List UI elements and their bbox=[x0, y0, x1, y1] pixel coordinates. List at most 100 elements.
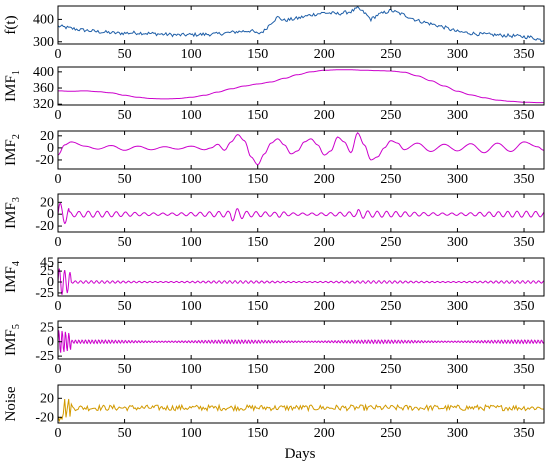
series-line-6 bbox=[57, 330, 545, 353]
y-axis-label-1: f(t) bbox=[3, 15, 19, 34]
y-tick-label: 360 bbox=[33, 81, 54, 96]
x-tick-label: 350 bbox=[514, 362, 535, 377]
x-tick-label: 0 bbox=[55, 299, 62, 314]
x-tick-label: 100 bbox=[181, 47, 202, 62]
x-tick-label: 100 bbox=[181, 235, 202, 250]
y-tick-label: 0 bbox=[47, 141, 54, 156]
x-tick-label: 50 bbox=[118, 172, 132, 187]
series-line-4 bbox=[57, 202, 545, 225]
x-tick-label: 150 bbox=[247, 172, 268, 187]
y-tick-label: 20 bbox=[40, 195, 54, 210]
axes-frame-2 bbox=[57, 66, 545, 106]
x-tick-label: 50 bbox=[118, 426, 132, 441]
x-tick-label: 300 bbox=[447, 235, 468, 250]
x-tick-label: 150 bbox=[247, 108, 268, 123]
x-tick-label: 150 bbox=[247, 47, 268, 62]
x-tick-label: 250 bbox=[380, 47, 401, 62]
y-tick-label: 25 bbox=[40, 264, 54, 279]
x-tick-label: 250 bbox=[380, 108, 401, 123]
axes-frame-5 bbox=[57, 257, 545, 297]
x-tick-label: 100 bbox=[181, 108, 202, 123]
y-axis-label-3: IMF2 bbox=[3, 134, 22, 166]
y-tick-label: -20 bbox=[35, 410, 54, 425]
y-tick-label: 320 bbox=[33, 97, 54, 112]
y-tick-label: 20 bbox=[40, 129, 54, 144]
x-tick-label: 200 bbox=[314, 426, 335, 441]
x-tick-label: 200 bbox=[314, 299, 335, 314]
x-tick-label: 300 bbox=[447, 426, 468, 441]
y-tick-label: -25 bbox=[35, 286, 54, 301]
x-tick-label: 300 bbox=[447, 172, 468, 187]
x-tick-label: 150 bbox=[247, 299, 268, 314]
x-tick-label: 0 bbox=[55, 426, 62, 441]
y-tick-label: -20 bbox=[35, 153, 54, 168]
y-axis-label-6: IMF5 bbox=[3, 324, 22, 356]
axes-frame-1 bbox=[57, 5, 545, 45]
y-axis-label-7: Noise bbox=[3, 386, 19, 421]
x-tick-label: 100 bbox=[181, 299, 202, 314]
y-tick-label: -20 bbox=[35, 219, 54, 234]
x-tick-label: 300 bbox=[447, 299, 468, 314]
panel-7: 0 50 100 150 200 250 300 350 -20 20 Noise bbox=[3, 384, 545, 441]
y-tick-label: 0 bbox=[47, 335, 54, 350]
y-tick-label: 400 bbox=[33, 65, 54, 80]
axes-frame-3 bbox=[57, 130, 545, 170]
x-tick-label: 50 bbox=[118, 47, 132, 62]
x-tick-label: 0 bbox=[55, 172, 62, 187]
panel-1: 0 50 100 150 200 250 300 350 300 400 f(t) bbox=[3, 5, 545, 62]
x-tick-label: 150 bbox=[247, 426, 268, 441]
y-tick-label: 25 bbox=[40, 320, 54, 335]
x-tick-label: 50 bbox=[118, 299, 132, 314]
x-tick-label: 50 bbox=[118, 362, 132, 377]
x-tick-label: 350 bbox=[514, 235, 535, 250]
x-tick-label: 250 bbox=[380, 362, 401, 377]
x-tick-label: 200 bbox=[314, 108, 335, 123]
x-tick-label: 250 bbox=[380, 299, 401, 314]
y-tick-label: 400 bbox=[33, 12, 54, 27]
x-axis-label: Days bbox=[285, 446, 316, 462]
x-tick-label: 0 bbox=[55, 108, 62, 123]
x-tick-label: 100 bbox=[181, 362, 202, 377]
y-axis-label-4: IMF3 bbox=[3, 197, 22, 229]
x-tick-label: 250 bbox=[380, 172, 401, 187]
x-tick-label: 300 bbox=[447, 362, 468, 377]
y-tick-label: 45 bbox=[40, 255, 54, 270]
x-tick-label: 200 bbox=[314, 235, 335, 250]
x-tick-label: 200 bbox=[314, 47, 335, 62]
y-axis-label-5: IMF4 bbox=[3, 261, 22, 293]
x-tick-label: 100 bbox=[181, 172, 202, 187]
x-tick-label: 300 bbox=[447, 47, 468, 62]
y-tick-label: -25 bbox=[35, 349, 54, 364]
x-tick-label: 300 bbox=[447, 108, 468, 123]
x-tick-label: 250 bbox=[380, 426, 401, 441]
x-tick-label: 50 bbox=[118, 235, 132, 250]
y-tick-label: 0 bbox=[47, 207, 54, 222]
x-tick-label: 100 bbox=[181, 426, 202, 441]
x-tick-label: 250 bbox=[380, 235, 401, 250]
axes-frame-7 bbox=[57, 384, 545, 424]
x-tick-label: 200 bbox=[314, 172, 335, 187]
x-tick-label: 350 bbox=[514, 172, 535, 187]
x-tick-label: 50 bbox=[118, 108, 132, 123]
x-tick-label: 350 bbox=[514, 299, 535, 314]
series-line-7 bbox=[57, 398, 545, 423]
axes-frame-6 bbox=[57, 320, 545, 360]
series-line-1 bbox=[57, 5, 545, 43]
x-tick-label: 200 bbox=[314, 362, 335, 377]
y-axis-label-2: IMF1 bbox=[3, 70, 22, 102]
x-tick-label: 150 bbox=[247, 235, 268, 250]
y-tick-label: 20 bbox=[40, 391, 54, 406]
series-line-2 bbox=[58, 69, 544, 104]
y-tick-label: 0 bbox=[47, 275, 54, 290]
x-tick-label: 350 bbox=[514, 426, 535, 441]
x-tick-label: 0 bbox=[55, 235, 62, 250]
x-tick-label: 350 bbox=[514, 108, 535, 123]
y-tick-label: 300 bbox=[33, 35, 54, 50]
